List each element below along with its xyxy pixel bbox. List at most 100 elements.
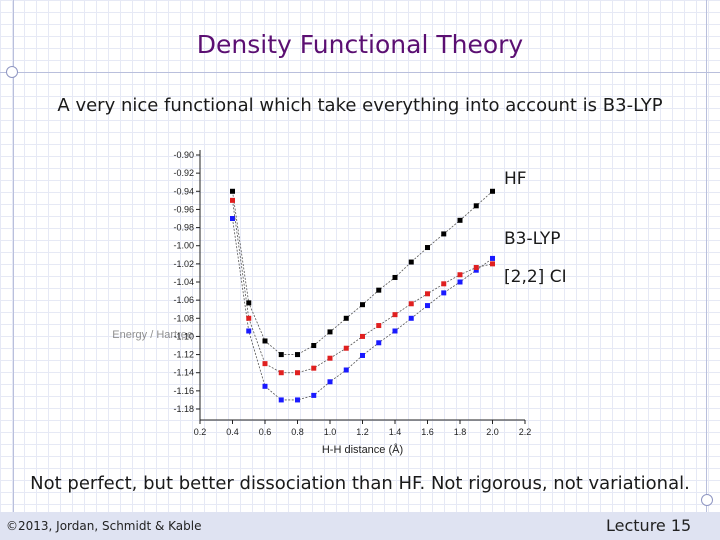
- slide-title: Density Functional Theory: [196, 30, 524, 59]
- data-point: [473, 264, 479, 270]
- legend-entry-label: HF: [504, 169, 527, 189]
- data-point: [278, 370, 284, 376]
- data-point: [311, 365, 317, 371]
- x-tick-label: 0.4: [226, 427, 239, 437]
- slide-right-rule: [706, 0, 707, 540]
- data-point: [327, 329, 333, 335]
- data-point: [262, 338, 268, 344]
- y-tick-label: -1.16: [173, 386, 194, 396]
- data-point: [408, 315, 414, 321]
- data-point: [278, 352, 284, 358]
- x-tick-label: 1.0: [324, 427, 337, 437]
- data-point: [230, 216, 235, 221]
- data-point: [360, 352, 365, 358]
- data-point: [360, 333, 365, 339]
- data-point: [441, 290, 447, 296]
- rule-circle-ornament: [6, 66, 18, 78]
- x-tick-label: 0.8: [291, 427, 304, 437]
- y-tick-label: -1.04: [173, 277, 194, 287]
- y-tick-label: -0.92: [173, 168, 194, 178]
- data-point: [376, 340, 382, 346]
- y-tick-label: -1.06: [173, 295, 194, 305]
- data-point: [343, 367, 349, 373]
- data-point: [360, 302, 365, 308]
- x-tick-label: 0.6: [259, 427, 272, 437]
- data-point: [392, 328, 398, 334]
- data-point: [376, 287, 382, 293]
- data-point: [343, 315, 349, 321]
- data-point: [311, 392, 317, 398]
- data-point: [230, 197, 235, 203]
- data-point: [278, 397, 284, 403]
- chart-series: [230, 188, 495, 403]
- y-tick-label: -1.00: [173, 241, 194, 251]
- x-tick-label: 2.0: [486, 427, 499, 437]
- y-axis-title: Energy / Hartree: [112, 329, 193, 341]
- data-point: [441, 281, 447, 287]
- slide-left-rule: [13, 0, 14, 540]
- data-point: [327, 379, 333, 385]
- series-line-1: [232, 218, 493, 401]
- y-tick-label: -1.18: [173, 404, 194, 414]
- data-point: [473, 203, 479, 209]
- data-point: [425, 291, 430, 297]
- data-point: [392, 312, 398, 318]
- y-tick-label: -1.12: [173, 350, 194, 360]
- footer-bar: [0, 512, 720, 540]
- slide-subtitle: A very nice functional which take everyt…: [57, 95, 663, 116]
- y-tick-label: -0.94: [173, 186, 194, 196]
- x-tick-label: 0.2: [194, 427, 207, 437]
- data-point: [376, 323, 382, 329]
- data-point: [473, 267, 479, 273]
- legend-entry-label: [2,2] CI: [504, 267, 567, 287]
- x-tick-label: 1.2: [356, 427, 369, 437]
- data-point: [295, 370, 300, 376]
- x-axis-title: H-H distance (Å): [322, 443, 403, 456]
- x-tick-label: 2.2: [519, 427, 532, 437]
- footer-lecture-number: Lecture 15: [606, 516, 692, 535]
- data-point: [457, 272, 463, 278]
- y-tick-label: -1.10: [173, 331, 194, 341]
- legend-entry-label: B3-LYP: [504, 229, 560, 249]
- data-point: [343, 345, 349, 351]
- data-point: [246, 328, 252, 334]
- data-point: [457, 217, 463, 223]
- chart-axes: -0.90 -0.92 -0.94 -0.96 -0.98 -1.00 -1.02 -1.04…: [112, 150, 531, 456]
- data-point: [490, 261, 495, 267]
- data-point: [490, 188, 495, 194]
- y-tick-label: -0.96: [173, 204, 194, 214]
- rule-circle-ornament-bottom: [701, 494, 713, 506]
- data-point: [311, 343, 317, 348]
- y-tick-label: -0.98: [173, 223, 194, 233]
- y-tick-label: -1.14: [173, 368, 194, 378]
- data-point: [392, 274, 398, 280]
- x-tick-label: 1.8: [454, 427, 467, 437]
- data-point: [327, 355, 333, 361]
- data-point: [408, 259, 414, 265]
- x-tick-label: 1.4: [389, 427, 402, 437]
- x-tick-label: 1.6: [421, 427, 434, 437]
- slide-top-rule: [0, 72, 720, 73]
- data-point: [246, 315, 252, 321]
- data-point: [408, 301, 414, 307]
- y-tick-label: -1.02: [173, 259, 194, 269]
- data-point: [490, 255, 495, 261]
- slide-conclusion-text: Not perfect, but better dissociation tha…: [30, 473, 690, 494]
- data-point: [295, 397, 300, 403]
- data-point: [230, 188, 235, 194]
- y-tick-label: -1.08: [173, 313, 194, 323]
- data-point: [262, 361, 268, 367]
- data-point: [425, 303, 430, 309]
- data-point: [457, 279, 463, 285]
- footer-copyright: ©2013, Jordan, Schmidt & Kable: [6, 519, 202, 533]
- data-point: [441, 231, 447, 237]
- data-point: [262, 383, 268, 389]
- data-point: [246, 300, 252, 306]
- y-tick-label: -0.90: [173, 150, 194, 160]
- data-point: [425, 245, 430, 251]
- series-line-0: [232, 190, 493, 355]
- data-point: [295, 352, 300, 358]
- chart-legend: HF B3-LYP [2,2] CI: [504, 169, 567, 287]
